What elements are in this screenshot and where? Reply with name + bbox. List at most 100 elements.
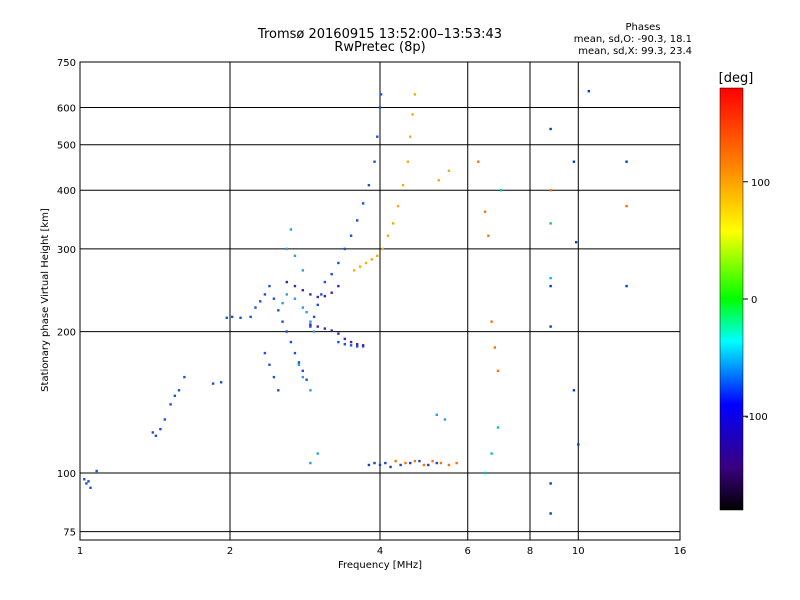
data-point [337, 332, 340, 335]
data-point [413, 93, 417, 96]
data-point [83, 478, 86, 481]
data-point [343, 247, 347, 251]
data-point [625, 160, 628, 163]
data-point [572, 160, 576, 163]
data-point [413, 459, 417, 463]
data-point [435, 413, 438, 417]
data-point [293, 351, 297, 355]
data-point [263, 351, 267, 355]
data-point [323, 280, 327, 284]
data-point [427, 463, 430, 467]
data-point [409, 461, 412, 465]
data-point [373, 160, 376, 163]
data-point [272, 375, 276, 379]
data-point [396, 204, 400, 208]
data-point [404, 461, 407, 465]
data-point [587, 89, 591, 93]
data-point [309, 320, 312, 323]
data-point [151, 431, 155, 434]
data-point [249, 315, 252, 319]
grid-lines [80, 62, 680, 540]
data-point [443, 418, 447, 421]
data-point [268, 284, 271, 288]
data-point [381, 247, 384, 251]
data-point [577, 443, 580, 446]
data-point [364, 261, 368, 265]
data-point [418, 459, 421, 463]
x-tick-label: 8 [527, 546, 533, 557]
data-point [285, 280, 288, 284]
data-point [219, 381, 223, 384]
data-point [285, 293, 288, 296]
data-point [277, 389, 280, 392]
data-point [379, 93, 383, 96]
data-point [211, 382, 215, 385]
y-tick-label: 600 [57, 104, 76, 115]
data-point [337, 261, 340, 265]
data-point [361, 344, 365, 347]
data-point [549, 482, 552, 485]
data-point [499, 189, 503, 192]
y-ticks: 75 100 200 300 400 500 600 750 [57, 58, 76, 539]
data-point [272, 297, 276, 300]
data-point [358, 265, 362, 268]
data-point [355, 345, 359, 348]
chart-title: Tromsø 20160915 13:52:00–13:53:43 [257, 27, 502, 42]
data-point [87, 480, 90, 483]
data-point [409, 135, 412, 138]
data-point [159, 427, 162, 431]
data-point [549, 189, 552, 192]
data-point [293, 297, 297, 300]
x-tick-label: 16 [674, 546, 687, 557]
y-tick-label: 400 [57, 186, 76, 197]
data-point [305, 310, 308, 314]
y-tick-label: 300 [57, 245, 76, 256]
data-point [406, 160, 410, 163]
data-point [320, 293, 323, 296]
colorbar-gradient [719, 87, 744, 511]
plot-area: 1 2 4 6 8 10 16 75 100 200 300 400 500 600 750 [57, 58, 686, 557]
data-point [549, 222, 552, 225]
data-point [268, 363, 271, 366]
data-point [422, 463, 426, 467]
data-point [378, 463, 382, 467]
x-axis-label: Frequency [MHz] [338, 560, 422, 571]
data-point [483, 210, 487, 213]
data-point [281, 301, 284, 305]
data-point [435, 461, 438, 465]
phases-title: Phases [625, 22, 660, 33]
y-tick-label: 100 [57, 469, 76, 480]
x-tick-label: 2 [227, 546, 233, 557]
data-point [437, 179, 441, 182]
data-point [285, 247, 288, 251]
data-point [239, 316, 242, 320]
data-point [316, 325, 319, 328]
y-tick-label: 200 [57, 328, 76, 339]
data-point [309, 293, 312, 296]
data-point [572, 389, 576, 392]
x-tick-label: 10 [572, 546, 585, 557]
data-point [330, 291, 333, 294]
data-point [490, 452, 493, 455]
data-point [289, 228, 293, 231]
y-axis-label: Stationary phase Virtual Height [km] [40, 208, 51, 392]
phases-x-line: mean, sd,X: 99.3, 23.4 [578, 46, 692, 57]
data-point [173, 394, 177, 398]
data-point [549, 284, 552, 288]
data-point [391, 222, 395, 225]
colorbar-ticks: 100 0 -100 [743, 178, 770, 423]
data-point [277, 309, 280, 312]
data-point [549, 276, 552, 280]
data-point [309, 461, 312, 465]
data-point [373, 461, 376, 465]
data-point [496, 426, 500, 429]
data-point [289, 340, 293, 344]
data-point [254, 306, 257, 309]
colorbar-tick-label: 100 [751, 178, 770, 189]
data-point [349, 344, 353, 347]
data-point [330, 273, 333, 276]
data-point [316, 295, 319, 299]
data-point [297, 361, 301, 364]
data-point [487, 234, 490, 237]
data-point [309, 323, 312, 326]
